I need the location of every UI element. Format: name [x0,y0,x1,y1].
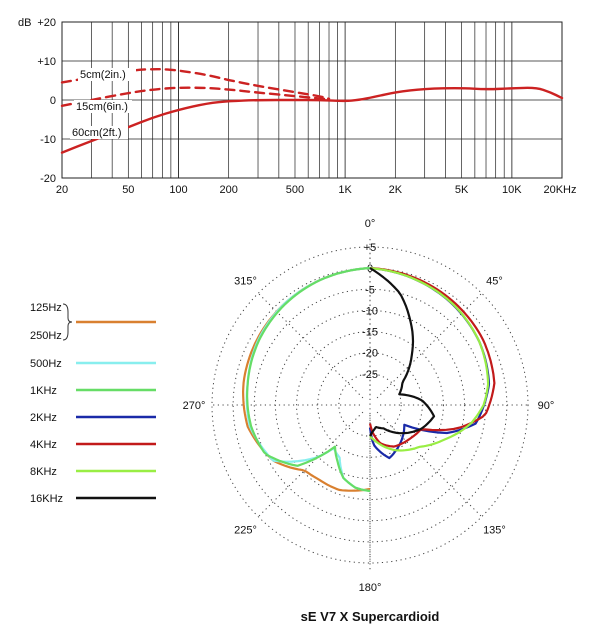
polar-legend: 125Hz 250Hz 500Hz 1KHz 2KHz 4KHz 8KHz 16KHz [30,302,156,505]
curve-label: 5cm(2in.) [80,69,126,81]
y-tick-label: -10 [40,134,56,146]
curve-label-bg [74,100,132,113]
radial-tick-label: -20 [362,348,378,360]
polar-curve-0 [242,267,371,492]
x-tick-label: 20KHz [543,184,576,196]
polar-curve-6 [369,267,436,437]
legend-label: 250Hz [30,330,62,342]
polar-ring [211,246,529,564]
response-curve-0 [60,67,331,101]
angle-label: 135° [483,524,506,536]
curve-label-bg [70,126,128,139]
legend-label: 500Hz [30,358,62,370]
angle-label: 270° [183,400,206,412]
angle-label: 225° [234,524,257,536]
y-tick-label: 0 [50,95,56,107]
y-tick-label: +10 [37,56,56,68]
angle-label: 90° [538,400,555,412]
curve-label: 60cm(2ft.) [72,127,122,139]
angle-label: 45° [486,276,503,288]
angle-label: 0° [365,218,376,230]
polar-pattern-chart: +50-5-10-15-20-250°45°90°135°180°225°270… [183,218,555,594]
response-curve-1 [60,86,331,108]
x-tick-label: 20 [56,184,68,196]
radial-tick-label: -10 [362,305,378,317]
polar-curve-5 [369,267,490,452]
polar-spoke [376,292,483,399]
response-curve-2 [60,86,564,154]
polar-ring [253,288,487,522]
y-axis-label: dB [18,17,31,29]
legend-label: 8KHz [30,466,57,478]
polar-spoke [257,292,364,399]
frequency-response-chart: +20 +10 0 -10 -20 dB 20 50 100 200 500 1K 2K 5K 10K 20K… [18,17,577,196]
x-tick-label: 200 [219,184,237,196]
x-tick-label: 50 [122,184,134,196]
legend-label: 1KHz [30,385,57,397]
x-tick-label: 500 [286,184,304,196]
x-tick-label: 100 [169,184,187,196]
polar-title: sE V7 X Supercardioid [301,609,440,624]
angle-label: 180° [359,582,382,594]
y-tick-label: +20 [37,17,56,29]
polar-curve-2 [246,267,371,493]
x-tick-label: 10K [502,184,522,196]
legend-label: 4KHz [30,439,57,451]
polar-spoke [376,411,483,518]
radial-tick-label: +5 [364,242,377,254]
radial-tick-label: -5 [365,284,375,296]
y-tick-label: -20 [40,173,56,185]
polar-ring [338,373,402,437]
radial-tick-label: -25 [362,369,378,381]
polar-ring [274,309,466,501]
polar-ring [317,352,423,458]
x-tick-label: 5K [455,184,469,196]
plot-frame [61,21,563,179]
angle-label: 315° [234,276,257,288]
legend-label: 2KHz [30,412,57,424]
polar-curve-4 [368,267,496,448]
legend-brace [62,303,73,341]
curve-label-bg [78,68,136,81]
curve-label: 15cm(6in.) [76,101,128,113]
legend-label: 125Hz [30,302,62,314]
x-tick-label: 1K [338,184,352,196]
x-tick-label: 2K [389,184,403,196]
polar-spoke [257,411,364,518]
polar-ring [296,331,444,479]
legend-label: 16KHz [30,493,63,505]
radial-tick-label: -15 [362,327,378,339]
